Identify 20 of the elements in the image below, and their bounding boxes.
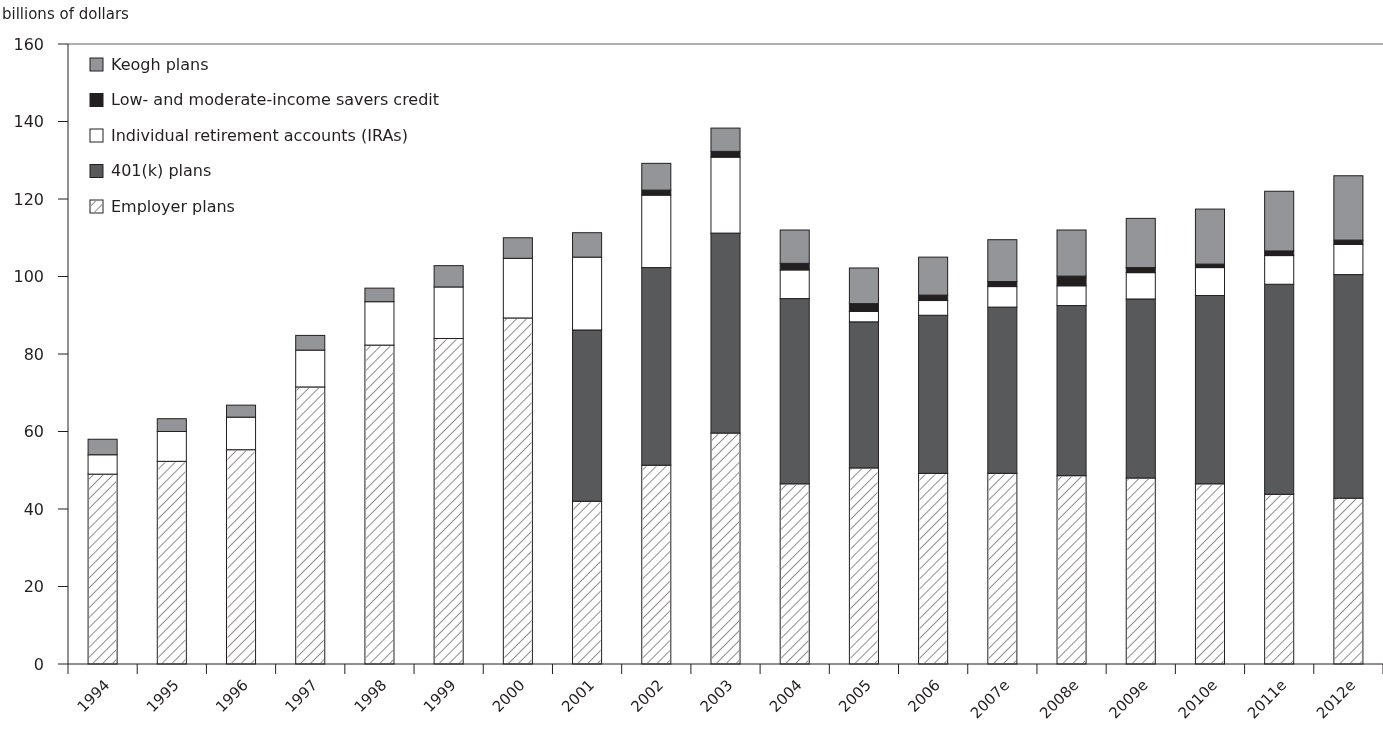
bar [1264, 190, 1295, 252]
y-tick-label: 140 [13, 112, 44, 132]
legend-label: 401(k) plans [111, 161, 212, 181]
legend-label: Employer plans [111, 196, 235, 216]
y-tick-label: 60 [23, 422, 44, 442]
bar [987, 239, 1018, 283]
y-tick-label: 0 [33, 654, 44, 674]
legend-label: Low- and moderate-income savers credit [111, 90, 440, 110]
y-tick-label: 120 [13, 189, 44, 209]
legend-label: Individual retirement accounts (IRAs) [111, 125, 408, 145]
y-axis-title: billions of dollars [2, 5, 130, 23]
y-tick-label: 100 [13, 267, 44, 287]
legend-label: Keogh plans [111, 54, 209, 74]
bar [1194, 208, 1226, 265]
bar [1125, 217, 1156, 269]
y-tick-label: 160 [13, 34, 44, 54]
y-tick-label: 40 [23, 499, 44, 519]
bar [1333, 175, 1364, 241]
y-tick-label: 80 [23, 344, 44, 364]
y-tick-label: 20 [23, 577, 44, 597]
